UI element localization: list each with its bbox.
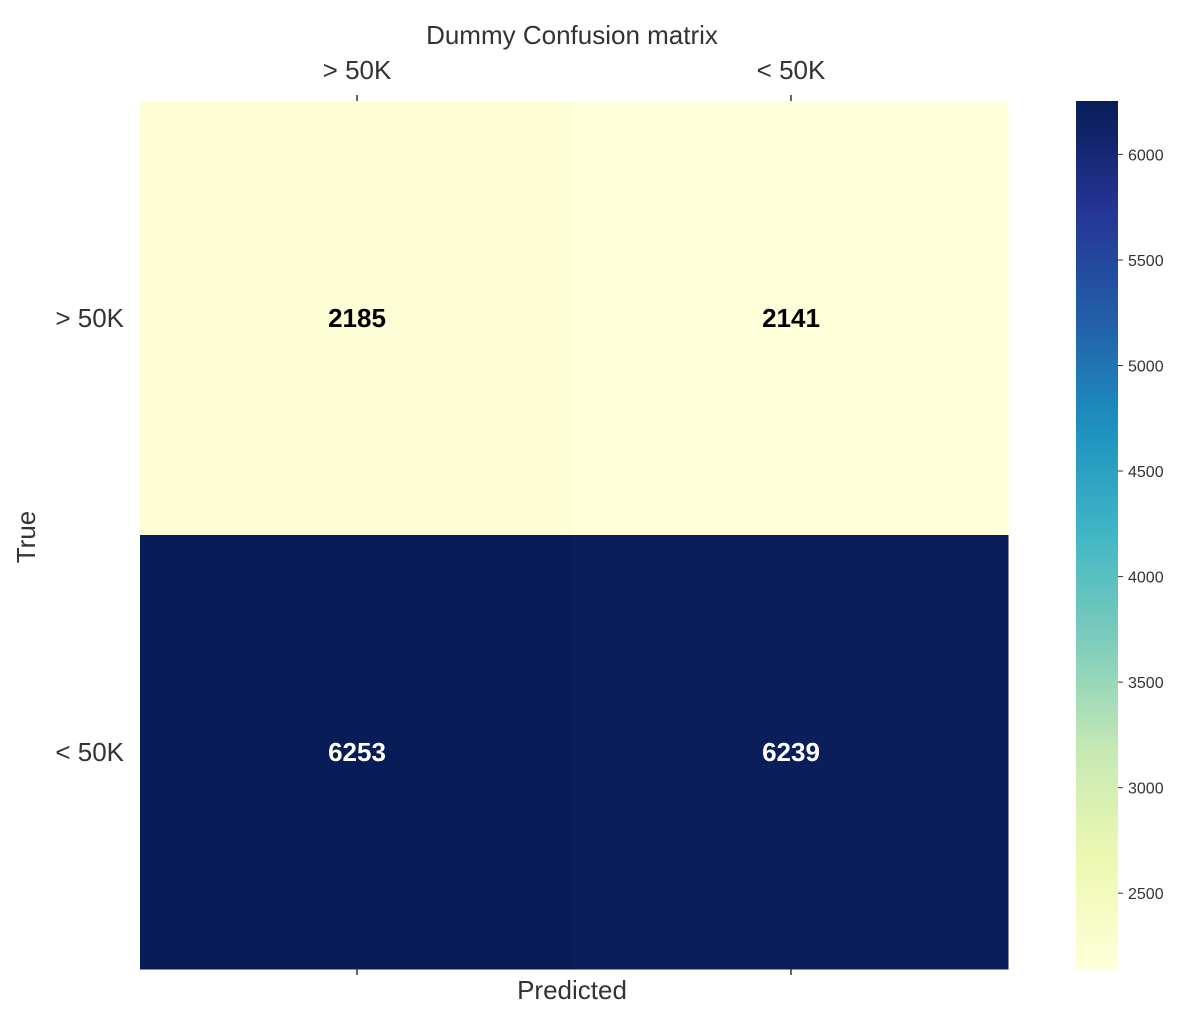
colorbar-tick-label: 4500 [1128,464,1164,481]
cell-value-label: 6239 [762,737,820,767]
y-tick-label: < 50K [55,737,124,767]
x-axis-ticks: > 50K < 50K [323,55,826,975]
colorbar-ticks: 2500 3000 3500 4000 4500 5000 5500 6000 [1118,147,1164,903]
cell-value-label: 2141 [762,303,820,333]
colorbar-tick-label: 4000 [1128,570,1164,587]
colorbar-tick-label: 5500 [1128,253,1164,270]
colorbar-tick-label: 2500 [1128,886,1164,903]
heatmap-cell-labels: 2185 2141 6253 6239 [328,303,820,767]
heatmap-cells [140,101,1009,970]
colorbar [1076,101,1118,969]
heatmap-cell [574,535,1009,970]
chart-title: Dummy Confusion matrix [426,20,718,50]
x-axis-label: Predicted [517,975,627,1005]
y-axis-ticks: > 50K < 50K [55,303,124,767]
x-tick-label: < 50K [757,55,826,85]
heatmap-cell [574,101,1009,536]
x-tick-label: > 50K [323,55,392,85]
colorbar-tick-label: 6000 [1128,147,1164,164]
colorbar-tick-label: 3500 [1128,675,1164,692]
cell-value-label: 2185 [328,303,386,333]
cell-value-label: 6253 [328,737,386,767]
y-tick-label: > 50K [55,303,124,333]
y-axis-label: True [11,511,41,564]
heatmap-cell [140,101,575,536]
heatmap-cell [140,535,575,970]
colorbar-tick-label: 3000 [1128,781,1164,798]
colorbar-tick-label: 5000 [1128,358,1164,375]
